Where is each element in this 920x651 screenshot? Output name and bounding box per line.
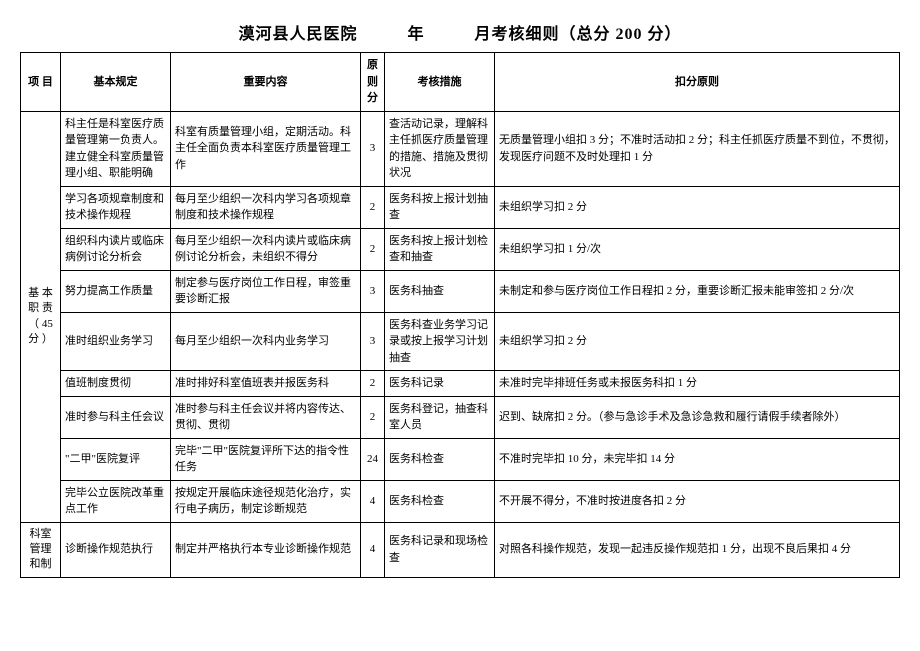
cell-score: 2: [361, 228, 385, 270]
cell-deduct: 未组织学习扣 2 分: [495, 312, 900, 371]
cell-measure: 医务科检查: [385, 480, 495, 522]
cell-deduct: 不准时完毕扣 10 分，未完毕扣 14 分: [495, 438, 900, 480]
page-title: 漠河县人民医院 年 月考核细则（总分 200 分）: [20, 20, 900, 44]
header-basic: 基本规定: [61, 53, 171, 112]
cell-measure: 查活动记录，理解科主任抓医疗质量管理的措施、措施及贯彻状况: [385, 111, 495, 186]
cell-basic: "二甲"医院复评: [61, 438, 171, 480]
table-row: 值班制度贯彻 准时排好科室值班表并报医务科 2 医务科记录 未准时完毕排班任务或…: [21, 371, 900, 397]
cell-deduct: 未组织学习扣 2 分: [495, 186, 900, 228]
cell-deduct: 对照各科操作规范，发现一起违反操作规范扣 1 分，出现不良后果扣 4 分: [495, 522, 900, 577]
cell-content: 每月至少组织一次科内读片或临床病例讨论分析会，未组织不得分: [171, 228, 361, 270]
table-row: 准时组织业务学习 每月至少组织一次科内业务学习 3 医务科查业务学习记录或按上报…: [21, 312, 900, 371]
cell-measure: 医务科记录和现场检查: [385, 522, 495, 577]
cell-content: 按规定开展临床途径规范化治疗，实行电子病历，制定诊断规范: [171, 480, 361, 522]
title-month: 月考核细则（总分 200 分）: [475, 26, 682, 43]
table-row: 科室管理和制 诊断操作规范执行 制定并严格执行本专业诊断操作规范 4 医务科记录…: [21, 522, 900, 577]
cell-score: 2: [361, 371, 385, 397]
cell-measure: 医务科按上报计划检查和抽查: [385, 228, 495, 270]
cell-score: 2: [361, 186, 385, 228]
cell-content: 制定参与医疗岗位工作日程，审签重要诊断汇报: [171, 270, 361, 312]
cell-content: 准时参与科主任会议并将内容传达、贯彻、贯彻: [171, 396, 361, 438]
cell-deduct: 未组织学习扣 1 分/次: [495, 228, 900, 270]
title-hospital: 漠河县人民医院: [238, 26, 357, 43]
cell-score: 3: [361, 111, 385, 186]
cell-content: 每月至少组织一次科内业务学习: [171, 312, 361, 371]
header-measure: 考核措施: [385, 53, 495, 112]
cell-measure: 医务科查业务学习记录或按上报学习计划抽查: [385, 312, 495, 371]
cell-deduct: 无质量管理小组扣 3 分；不准时活动扣 2 分；科主任抓医疗质量不到位，不贯彻，…: [495, 111, 900, 186]
header-score: 原则分: [361, 53, 385, 112]
cell-measure: 医务科抽查: [385, 270, 495, 312]
cell-content: 完毕"二甲"医院复评所下达的指令性任务: [171, 438, 361, 480]
section1-name: 基 本 职 责 （ 45 分 ）: [21, 111, 61, 522]
cell-measure: 医务科检查: [385, 438, 495, 480]
cell-content: 制定并严格执行本专业诊断操作规范: [171, 522, 361, 577]
table-row: 完毕公立医院改革重点工作 按规定开展临床途径规范化治疗，实行电子病历，制定诊断规…: [21, 480, 900, 522]
cell-basic: 科主任是科室医疗质量管理第一负责人。建立健全科室质量管理小组、职能明确: [61, 111, 171, 186]
cell-basic: 学习各项规章制度和技术操作规程: [61, 186, 171, 228]
table-row: 努力提高工作质量 制定参与医疗岗位工作日程，审签重要诊断汇报 3 医务科抽查 未…: [21, 270, 900, 312]
cell-basic: 准时组织业务学习: [61, 312, 171, 371]
cell-basic: 组织科内读片或临床病例讨论分析会: [61, 228, 171, 270]
cell-deduct: 未制定和参与医疗岗位工作日程扣 2 分，重要诊断汇报未能审签扣 2 分/次: [495, 270, 900, 312]
cell-basic: 准时参与科主任会议: [61, 396, 171, 438]
cell-basic: 诊断操作规范执行: [61, 522, 171, 577]
table-row: 准时参与科主任会议 准时参与科主任会议并将内容传达、贯彻、贯彻 2 医务科登记，…: [21, 396, 900, 438]
assessment-table: 项 目 基本规定 重要内容 原则分 考核措施 扣分原则 基 本 职 责 （ 45…: [20, 52, 900, 578]
section2-name: 科室管理和制: [21, 522, 61, 577]
cell-score: 24: [361, 438, 385, 480]
cell-content: 科室有质量管理小组，定期活动。科主任全面负责本科室医疗质量管理工作: [171, 111, 361, 186]
table-row: 组织科内读片或临床病例讨论分析会 每月至少组织一次科内读片或临床病例讨论分析会，…: [21, 228, 900, 270]
cell-basic: 努力提高工作质量: [61, 270, 171, 312]
table-row: "二甲"医院复评 完毕"二甲"医院复评所下达的指令性任务 24 医务科检查 不准…: [21, 438, 900, 480]
cell-content: 每月至少组织一次科内学习各项规章制度和技术操作规程: [171, 186, 361, 228]
table-row: 基 本 职 责 （ 45 分 ） 科主任是科室医疗质量管理第一负责人。建立健全科…: [21, 111, 900, 186]
cell-deduct: 迟到、缺席扣 2 分。（参与急诊手术及急诊急救和履行请假手续者除外）: [495, 396, 900, 438]
cell-score: 4: [361, 480, 385, 522]
cell-score: 3: [361, 312, 385, 371]
cell-deduct: 不开展不得分，不准时按进度各扣 2 分: [495, 480, 900, 522]
header-project: 项 目: [21, 53, 61, 112]
cell-measure: 医务科记录: [385, 371, 495, 397]
cell-score: 2: [361, 396, 385, 438]
cell-score: 3: [361, 270, 385, 312]
header-row: 项 目 基本规定 重要内容 原则分 考核措施 扣分原则: [21, 53, 900, 112]
header-content: 重要内容: [171, 53, 361, 112]
cell-deduct: 未准时完毕排班任务或未报医务科扣 1 分: [495, 371, 900, 397]
title-year: 年: [407, 26, 424, 43]
cell-content: 准时排好科室值班表并报医务科: [171, 371, 361, 397]
cell-measure: 医务科登记，抽查科室人员: [385, 396, 495, 438]
cell-measure: 医务科按上报计划抽查: [385, 186, 495, 228]
header-deduct: 扣分原则: [495, 53, 900, 112]
table-row: 学习各项规章制度和技术操作规程 每月至少组织一次科内学习各项规章制度和技术操作规…: [21, 186, 900, 228]
cell-basic: 值班制度贯彻: [61, 371, 171, 397]
cell-basic: 完毕公立医院改革重点工作: [61, 480, 171, 522]
cell-score: 4: [361, 522, 385, 577]
